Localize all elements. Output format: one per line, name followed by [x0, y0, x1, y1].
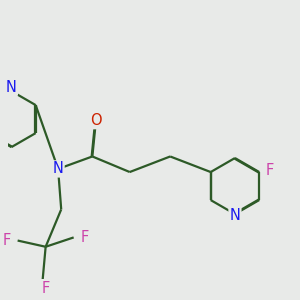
Text: N: N — [230, 208, 240, 223]
Text: N: N — [53, 161, 64, 176]
Text: O: O — [90, 113, 101, 128]
Text: F: F — [41, 281, 50, 296]
Text: F: F — [80, 230, 89, 245]
Text: F: F — [266, 163, 274, 178]
Text: F: F — [3, 233, 11, 248]
Text: N: N — [6, 80, 17, 95]
